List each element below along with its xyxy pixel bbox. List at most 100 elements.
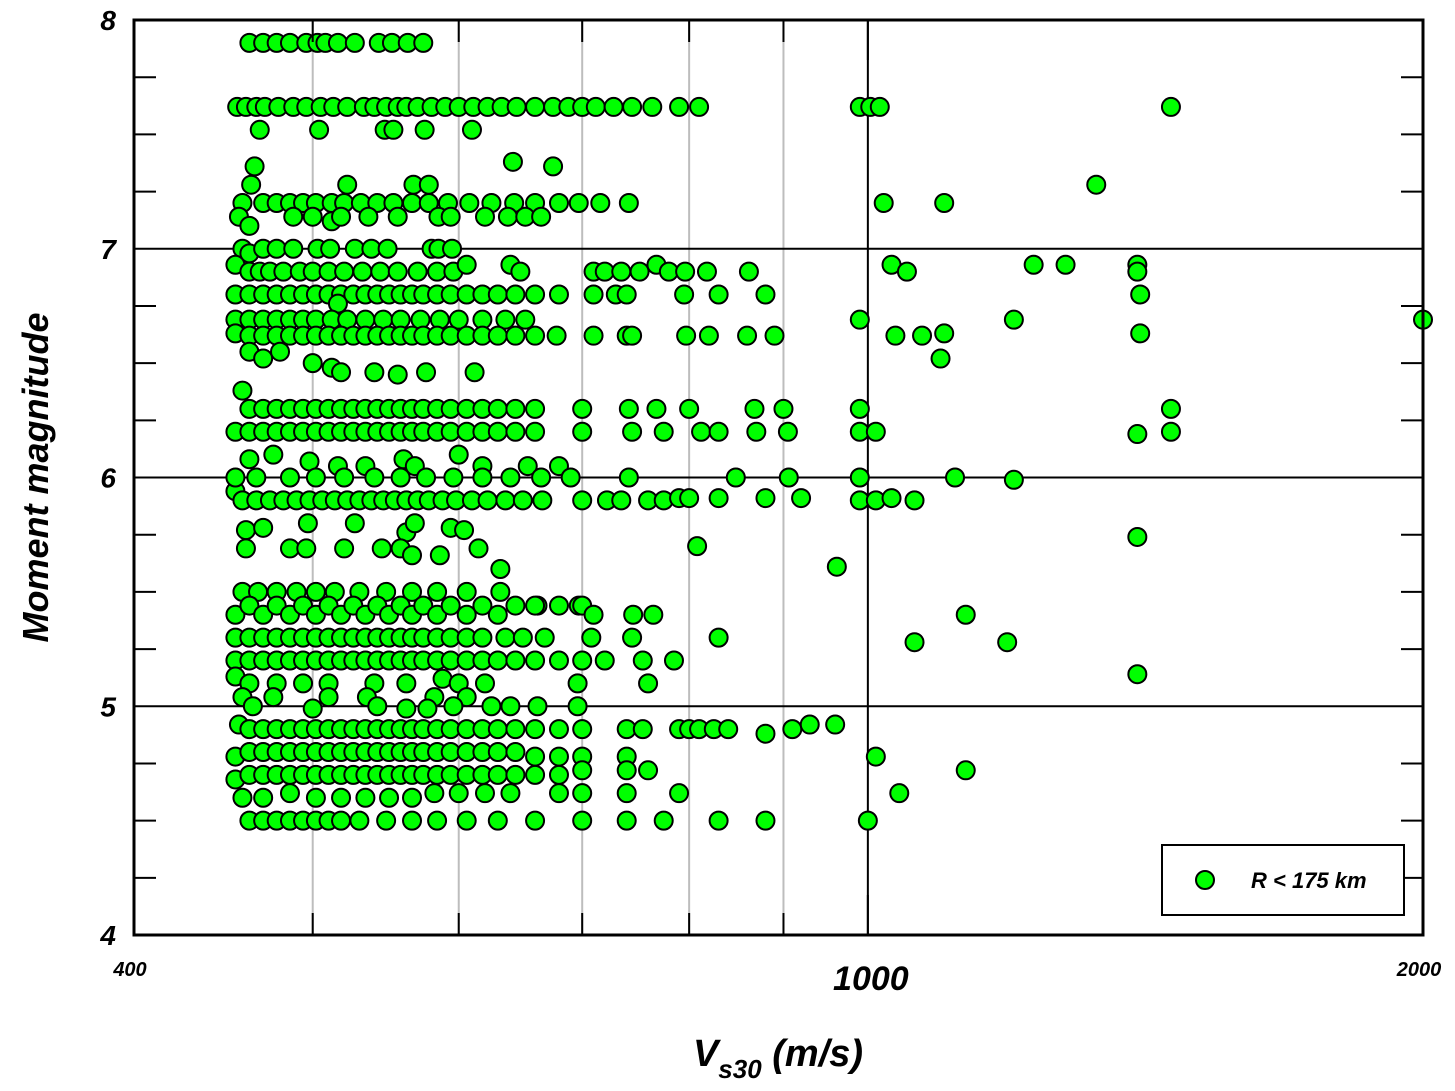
data-point <box>581 627 602 648</box>
data-point <box>505 595 526 616</box>
data-point <box>249 119 270 140</box>
data-point <box>344 238 365 259</box>
data-point <box>572 398 593 419</box>
data-point <box>396 673 417 694</box>
data-point <box>376 581 397 602</box>
data-point <box>738 261 759 282</box>
data-point <box>246 467 267 488</box>
data-point <box>456 254 477 275</box>
data-point <box>679 488 700 509</box>
data-point <box>525 719 546 740</box>
data-point <box>632 650 653 671</box>
data-point <box>337 174 358 195</box>
data-point <box>506 96 527 117</box>
data-point <box>413 32 434 53</box>
data-point <box>459 193 480 213</box>
legend: R < 175 km <box>1161 844 1405 916</box>
data-point <box>642 96 663 117</box>
data-point <box>242 696 263 717</box>
data-point <box>390 467 411 488</box>
data-point <box>572 810 593 831</box>
data-point <box>253 517 274 538</box>
data-point <box>396 698 417 719</box>
data-point <box>448 444 469 465</box>
data-point <box>416 362 437 383</box>
data-point <box>279 783 300 804</box>
data-point <box>279 32 300 53</box>
data-point <box>585 96 606 117</box>
data-point <box>572 760 593 781</box>
data-point <box>500 467 521 488</box>
data-point <box>495 309 516 330</box>
data-point <box>755 810 776 831</box>
data-point <box>495 490 516 511</box>
data-point <box>955 604 976 625</box>
data-point <box>934 323 955 344</box>
data-point <box>675 261 696 282</box>
data-point <box>337 96 358 117</box>
data-point <box>1127 424 1148 445</box>
data-point <box>527 696 548 717</box>
data-point <box>618 398 639 419</box>
data-point <box>764 325 785 346</box>
data-point <box>955 760 976 781</box>
data-point <box>691 421 712 442</box>
data-point <box>1130 323 1151 344</box>
y-tick-label: 8 <box>100 5 116 36</box>
data-point <box>622 627 643 648</box>
data-point <box>429 545 450 566</box>
data-point <box>881 488 902 509</box>
data-point <box>387 261 408 282</box>
data-point <box>708 284 729 305</box>
data-point <box>387 364 408 385</box>
data-point <box>367 696 388 717</box>
x-axis-title: Vs30 (m/s) <box>693 1033 863 1084</box>
data-point <box>440 595 461 616</box>
data-point <box>618 193 639 213</box>
data-point <box>568 193 589 213</box>
data-point <box>283 238 304 259</box>
data-point <box>825 714 846 735</box>
data-point <box>512 627 533 648</box>
data-point <box>583 284 604 305</box>
data-point <box>487 810 508 831</box>
data-point <box>849 467 870 488</box>
data-point <box>505 325 526 346</box>
data-point <box>622 421 643 442</box>
data-point <box>505 398 526 419</box>
data-point <box>376 810 397 831</box>
data-point <box>477 490 498 511</box>
data-point <box>379 787 400 808</box>
data-point <box>583 325 604 346</box>
data-point <box>669 783 690 804</box>
data-point <box>1003 309 1024 330</box>
data-point <box>548 746 569 767</box>
data-point <box>505 764 526 785</box>
data-point <box>676 325 697 346</box>
data-point <box>583 604 604 625</box>
data-point <box>638 760 659 781</box>
data-point <box>418 174 439 195</box>
data-point <box>708 810 729 831</box>
data-point <box>548 595 569 616</box>
data-point <box>487 719 508 740</box>
data-point <box>239 215 260 236</box>
data-point <box>235 520 256 541</box>
data-point <box>616 783 637 804</box>
data-point <box>505 742 526 762</box>
legend-label: R < 175 km <box>1251 868 1367 893</box>
data-point <box>1127 664 1148 685</box>
x-tick-label: 400 <box>112 959 146 981</box>
data-point <box>629 261 650 282</box>
data-point <box>572 490 593 511</box>
data-point <box>490 581 511 602</box>
data-point <box>663 650 684 671</box>
data-point <box>904 632 925 653</box>
data-point <box>572 783 593 804</box>
data-point <box>235 538 256 559</box>
plot-frame <box>132 18 1425 937</box>
data-point <box>616 810 637 831</box>
data-point <box>572 421 593 442</box>
data-point <box>402 810 423 831</box>
